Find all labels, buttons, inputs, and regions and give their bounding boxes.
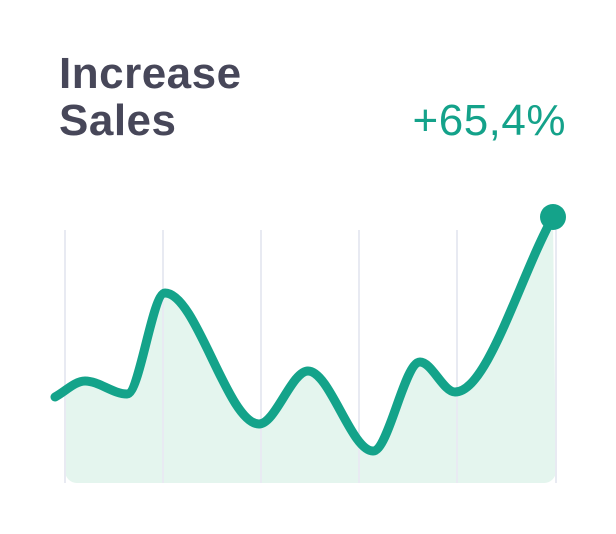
chart-line (50, 212, 558, 456)
chart-area-fill (65, 217, 556, 483)
title-line-1: Increase (59, 49, 242, 98)
page-title: Increase Sales (59, 50, 242, 144)
delta-percentage: +65,4% (412, 96, 566, 145)
chart-end-dot (540, 204, 566, 230)
title-line-2: Sales (59, 96, 177, 145)
